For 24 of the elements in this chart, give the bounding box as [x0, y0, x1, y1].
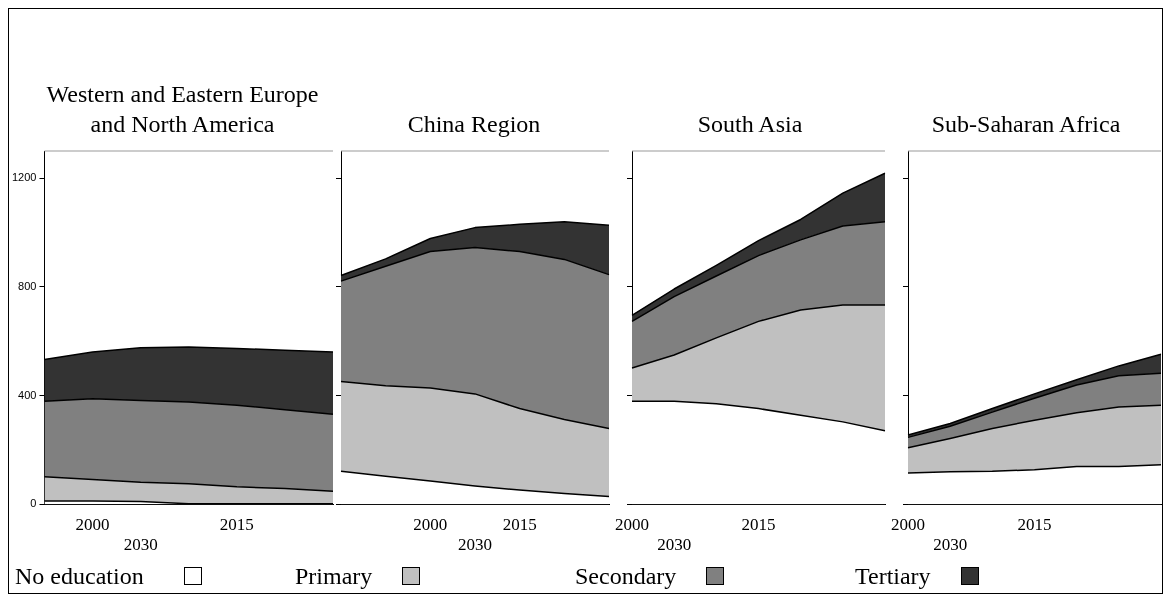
x-tick-label: 2000	[413, 514, 448, 534]
x-tick-label: 2000	[75, 514, 110, 534]
x-tick-label: 2030	[123, 535, 158, 555]
x-tick-label: 2030	[933, 535, 968, 555]
x-tick-label: 2015	[741, 514, 776, 534]
legend-label: No education	[15, 562, 144, 590]
chart-title: Western and Eastern Europe and North America	[45, 80, 320, 139]
chart-title: China Region	[406, 110, 542, 139]
x-tick-label: 2000	[615, 514, 649, 534]
legend-label: Secondary	[575, 562, 677, 590]
x-tick-label: 2015	[502, 514, 537, 534]
chart-title: Sub-Saharan Africa	[930, 110, 1122, 139]
y-tick-label: 1200	[11, 171, 37, 184]
legend-label: Tertiary	[855, 562, 931, 590]
x-tick-label: 2030	[458, 535, 492, 555]
y-tick-label: 800	[18, 279, 37, 292]
y-tick-label: 0	[30, 497, 37, 510]
y-tick-label: 400	[18, 388, 37, 401]
x-tick-label: 2000	[891, 514, 925, 534]
x-tick-label: 2030	[657, 535, 692, 555]
legend-label: Primary	[295, 562, 373, 590]
x-tick-label: 2015	[1017, 514, 1052, 534]
x-tick-label: 2015	[219, 514, 254, 534]
chart-title: South Asia	[696, 110, 804, 139]
